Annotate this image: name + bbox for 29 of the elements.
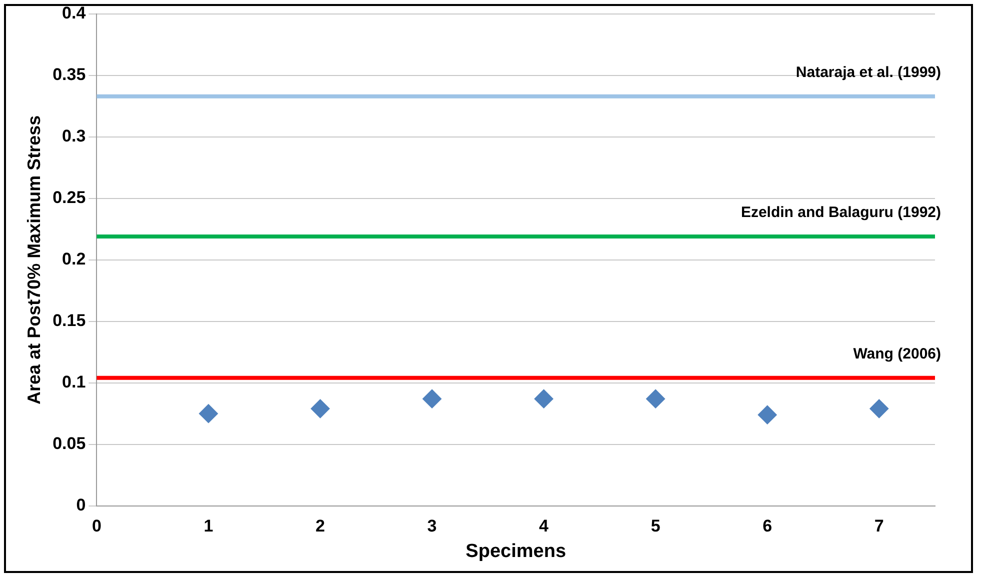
x-tick-label: 2	[316, 516, 325, 536]
x-axis-title: Specimens	[466, 540, 566, 562]
point	[198, 404, 218, 424]
y-tick-label: 0.3	[62, 126, 86, 146]
x-tick-label: 3	[427, 516, 437, 536]
x-tick-label: 5	[650, 516, 660, 536]
point	[534, 389, 554, 408]
ref-line-label: Wang (2006)	[853, 346, 942, 363]
y-tick-label: 0.35	[52, 65, 86, 84]
point	[758, 405, 777, 424]
point	[870, 399, 889, 418]
y-tick-label: 0.05	[52, 434, 86, 454]
y-tick-label: 0.15	[52, 311, 86, 330]
x-tick-label: 6	[762, 516, 772, 536]
y-tick-label: 0.4	[62, 4, 86, 23]
y-tick-label: 0.25	[52, 188, 86, 208]
y-tick-label: 0.1	[62, 372, 86, 392]
ref-line-label: Ezeldin and Balaguru (1992)	[740, 204, 942, 222]
x-tick-label: 4	[539, 516, 550, 536]
ref-line-label: Nataraja et al. (1999)	[796, 64, 942, 82]
y-axis-title: Area at Post70% Maximum Stress	[24, 115, 44, 404]
point	[646, 389, 666, 408]
y-tick-label: 0.2	[62, 250, 86, 269]
x-tick-label: 7	[874, 516, 884, 536]
x-tick-label: 1	[204, 516, 214, 536]
x-tick-label: 0	[92, 516, 102, 536]
point	[310, 399, 330, 418]
point	[422, 389, 442, 408]
y-tick-label: 0	[76, 495, 86, 514]
